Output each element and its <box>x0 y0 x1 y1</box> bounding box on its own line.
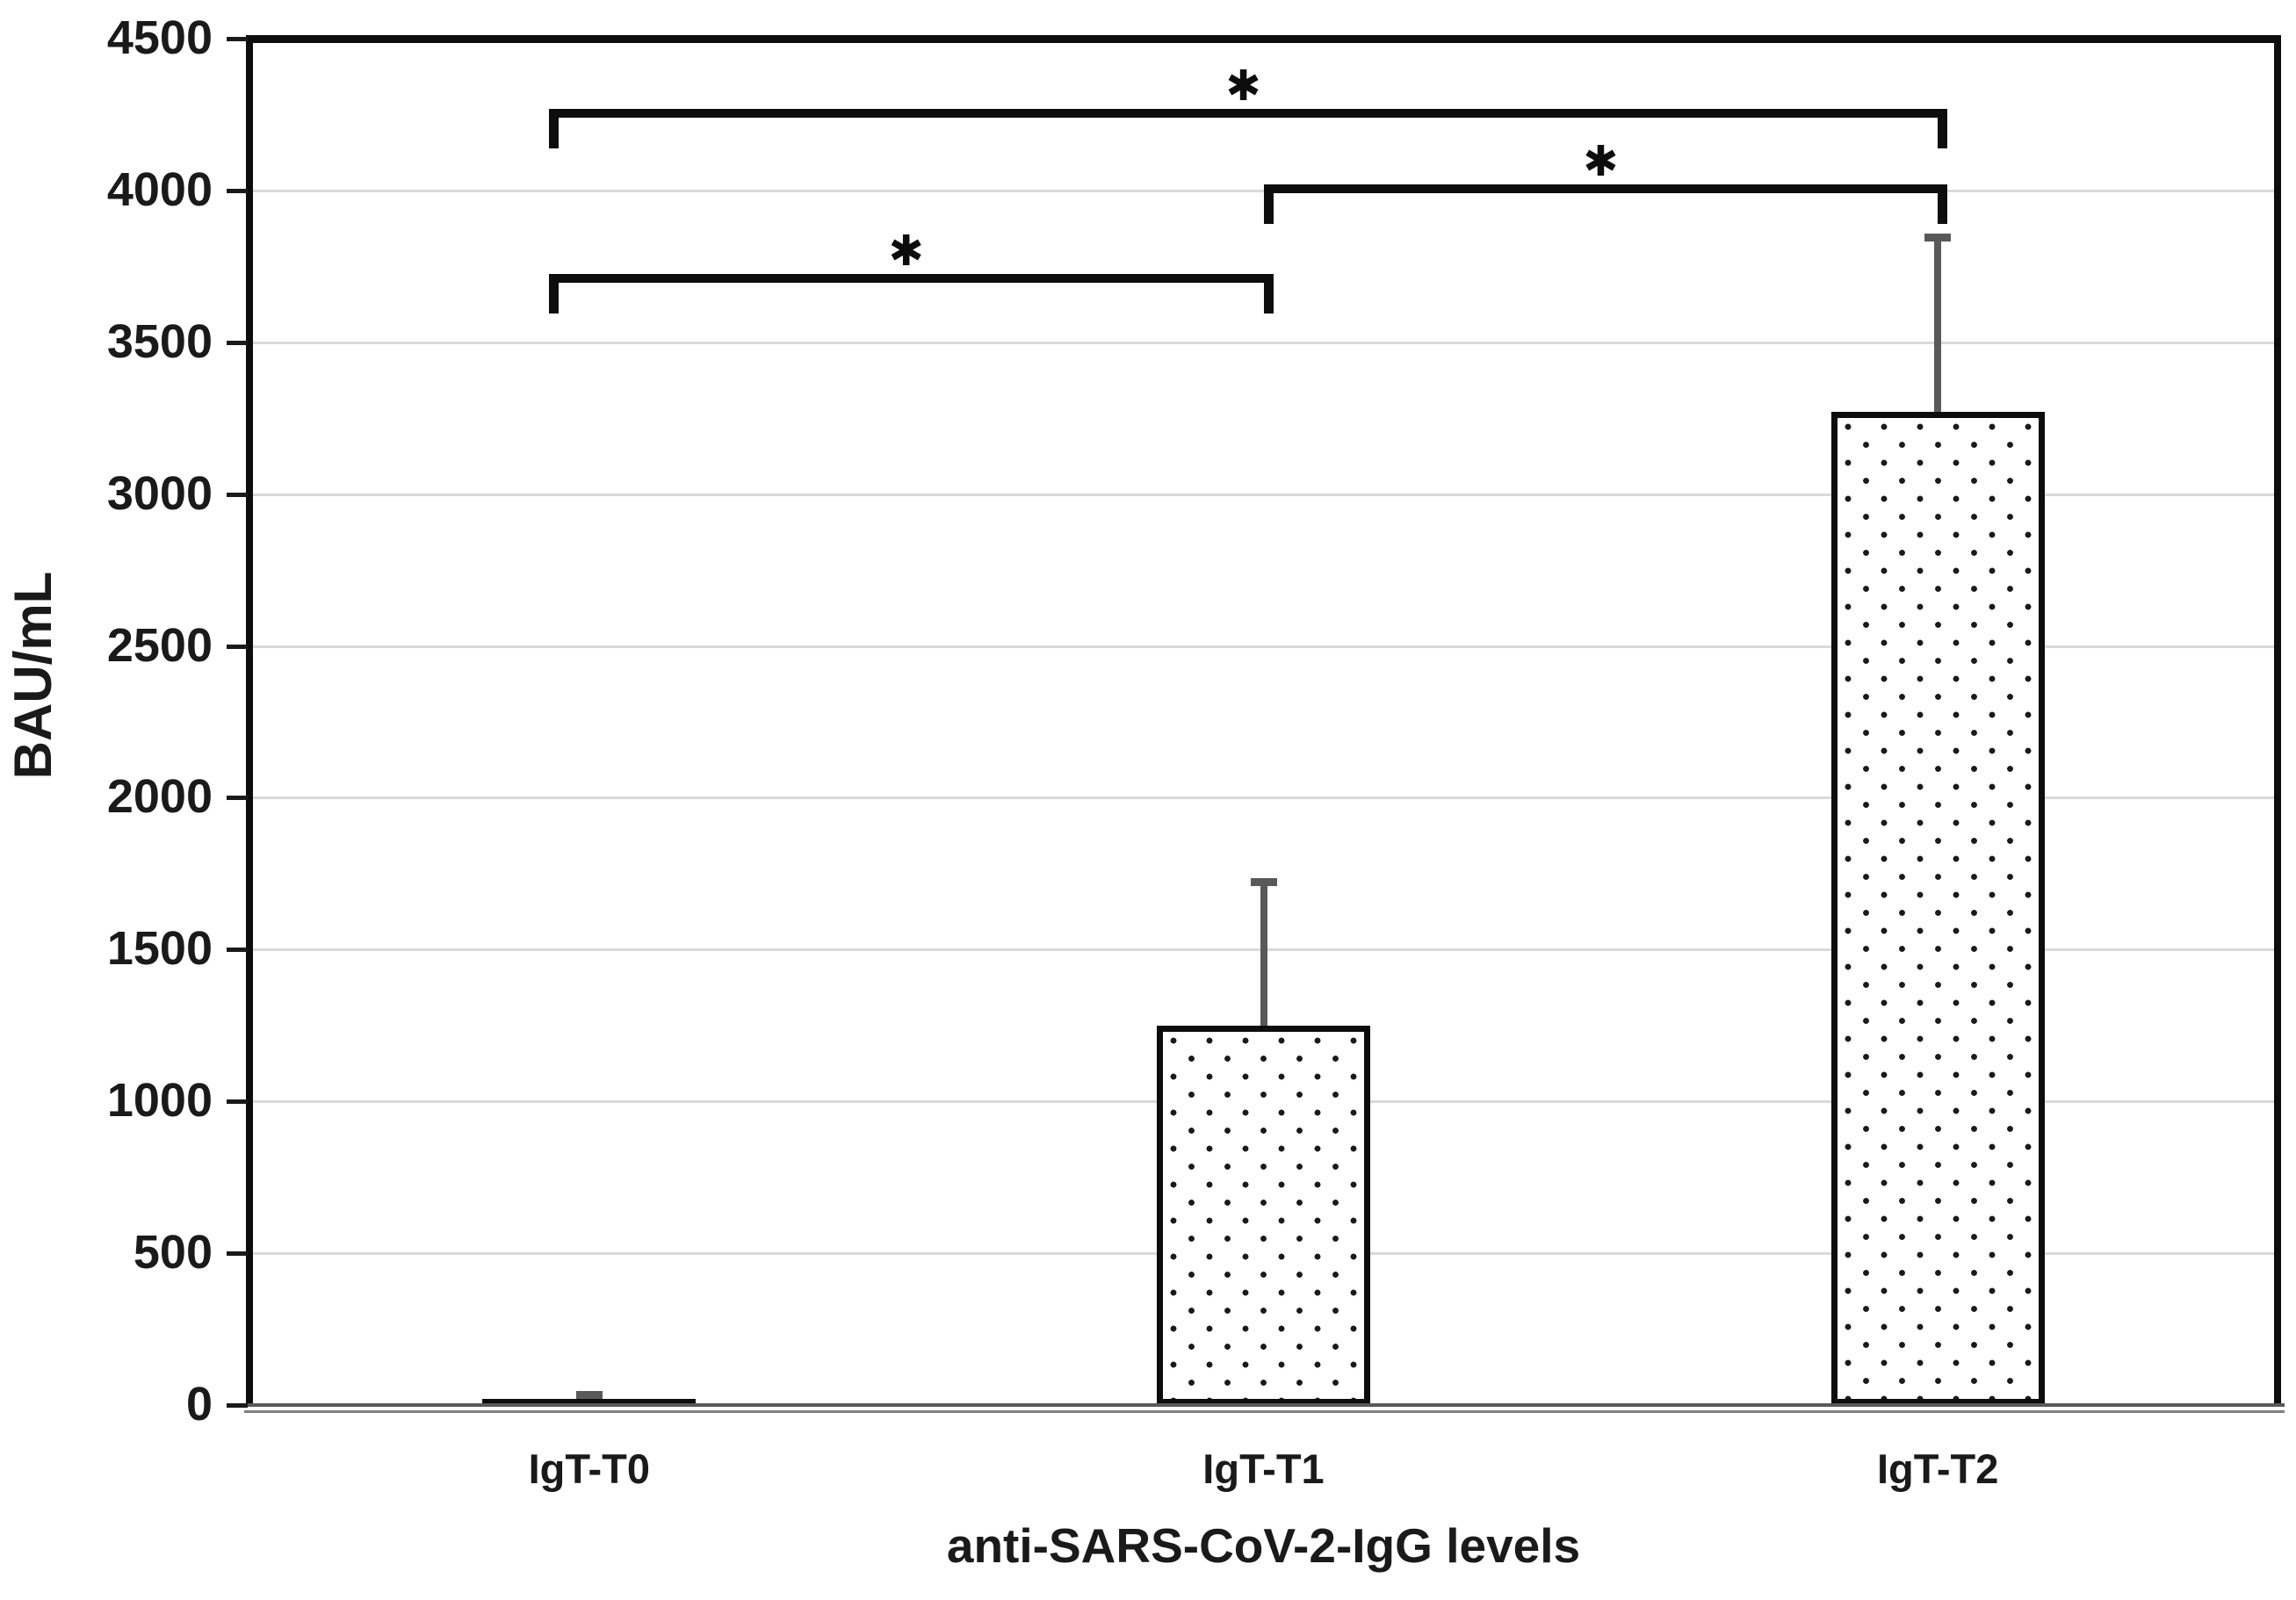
error-bar-IgT-T2 <box>1934 237 1942 413</box>
y-tick-3500 <box>227 340 248 345</box>
y-tick-label-1000: 1000 <box>106 1074 213 1128</box>
bar-IgT-T1 <box>1157 1025 1370 1405</box>
significance-bracket-2-left-end <box>548 274 559 314</box>
significance-bracket-2-right-end <box>1263 274 1274 314</box>
significance-asterisk-0: ✱ <box>1225 61 1261 111</box>
y-tick-label-4500: 4500 <box>106 11 213 64</box>
x-axis-line <box>244 1403 2285 1413</box>
significance-bracket-1-left-end <box>1263 184 1274 225</box>
x-category-label-IgT-T2: IgT-T2 <box>1876 1445 1999 1492</box>
y-tick-label-3500: 3500 <box>106 314 213 368</box>
gridline-2500 <box>252 645 2275 648</box>
significance-asterisk-2: ✱ <box>888 227 924 277</box>
y-tick-500 <box>227 1251 248 1257</box>
y-tick-label-500: 500 <box>133 1226 213 1279</box>
y-tick-label-2000: 2000 <box>106 770 213 824</box>
significance-bracket-2 <box>548 274 1274 284</box>
y-tick-label-4000: 4000 <box>106 162 213 216</box>
plot-top-border <box>246 35 2281 43</box>
y-tick-label-3000: 3000 <box>106 466 213 520</box>
significance-bracket-0-right-end <box>1938 108 1948 148</box>
significance-bracket-0 <box>548 108 1948 118</box>
y-tick-1500 <box>227 948 248 953</box>
y-tick-0 <box>227 1403 248 1408</box>
y-tick-2000 <box>227 796 248 801</box>
error-bar-cap-IgT-T1 <box>1250 877 1277 886</box>
y-axis-line <box>246 35 253 1407</box>
y-tick-1000 <box>227 1099 248 1105</box>
x-axis-title: anti-SARS-CoV-2-IgG levels <box>946 1518 1581 1573</box>
significance-bracket-0-left-end <box>548 108 559 148</box>
bar-IgT-T2 <box>1830 412 2045 1405</box>
error-bar-cap-IgT-T2 <box>1924 234 1952 242</box>
significance-asterisk-1: ✱ <box>1583 137 1619 187</box>
gridline-3000 <box>252 493 2275 496</box>
x-category-label-IgT-T0: IgT-T0 <box>528 1445 651 1492</box>
y-tick-label-2500: 2500 <box>106 618 213 672</box>
y-tick-label-1500: 1500 <box>106 922 213 976</box>
plot-right-border <box>2274 35 2281 1407</box>
error-bar-cap-IgT-T0 <box>575 1390 603 1399</box>
y-tick-4500 <box>227 37 248 41</box>
significance-bracket-1 <box>1263 184 1948 194</box>
significance-bracket-1-right-end <box>1938 184 1948 225</box>
y-tick-4000 <box>227 188 248 193</box>
y-tick-3000 <box>227 492 248 497</box>
x-category-label-IgT-T1: IgT-T1 <box>1202 1445 1325 1492</box>
error-bar-IgT-T1 <box>1260 881 1267 1026</box>
y-tick-2500 <box>227 644 248 649</box>
gridline-3500 <box>252 341 2275 344</box>
gridline-2000 <box>252 796 2275 800</box>
y-tick-label-0: 0 <box>185 1378 213 1431</box>
